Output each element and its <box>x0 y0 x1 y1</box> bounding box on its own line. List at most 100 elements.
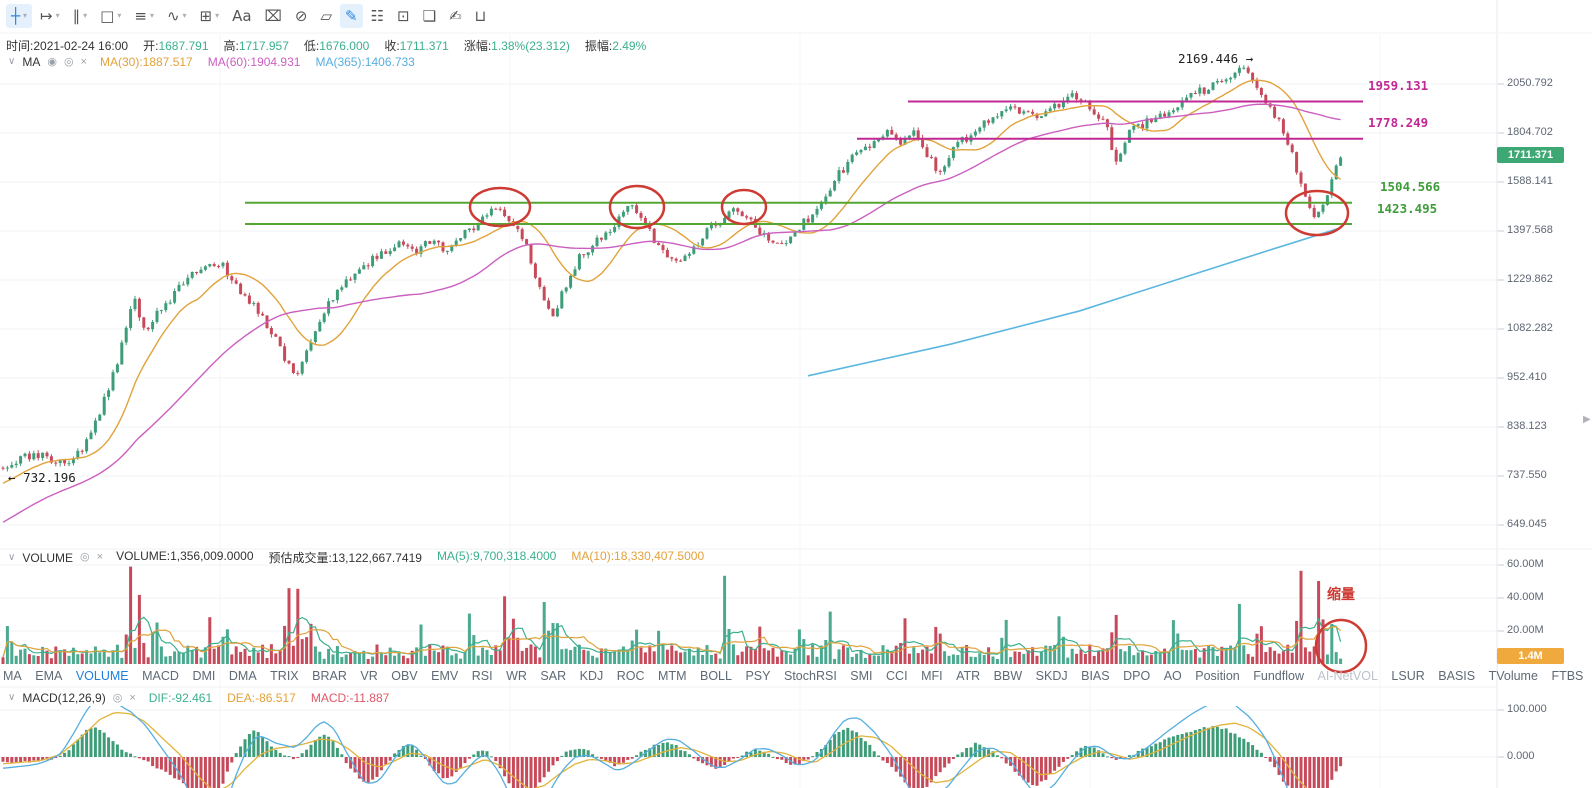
shapes-brush-icon[interactable]: ⊘ <box>294 6 308 25</box>
volume-pane <box>1 566 1343 664</box>
tab-TRIX[interactable]: TRIX <box>270 669 299 683</box>
tab-Position[interactable]: Position <box>1195 669 1240 683</box>
shrink-volume-annotation: 缩量 <box>1327 586 1355 602</box>
tab-PSY[interactable]: PSY <box>745 669 771 683</box>
info-time: 时间:2021-02-24 16:00 <box>6 39 129 53</box>
tab-Fundflow[interactable]: Fundflow <box>1253 669 1304 683</box>
gear-icon[interactable]: ◎ <box>112 691 123 704</box>
bookmark-icon[interactable]: ❏ <box>422 6 437 25</box>
ruler-icon[interactable]: ▱ <box>320 6 333 25</box>
info-low: 低:1676.000 <box>303 39 370 53</box>
tab-RSI[interactable]: RSI <box>471 669 493 683</box>
info-amplitude: 振幅:2.49% <box>584 39 647 53</box>
tab-WR[interactable]: WR <box>506 669 527 683</box>
gear-icon[interactable]: ◎ <box>63 55 74 68</box>
chevron-down-icon[interactable]: ∨ <box>8 551 16 563</box>
eye-icon[interactable]: ◉ <box>47 55 57 68</box>
level-lines <box>245 100 1363 225</box>
arrow-left-icon: ← <box>8 470 16 485</box>
tab-AI-NetVOL[interactable]: AI-NetVOL <box>1317 669 1378 683</box>
ma-indicator-row: ∨ MA ◉ ◎ × MA(30):1887.517 MA(60):1904.93… <box>8 55 415 69</box>
axis-label: 1588.141 <box>1507 175 1553 187</box>
macd-values: DIF:-92.461 DEA:-86.517 MACD:-11.887 <box>149 691 390 705</box>
tab-ROC[interactable]: ROC <box>616 669 645 683</box>
parallel-channel-icon[interactable]: ∥ ▾ <box>72 6 88 25</box>
lock-icon[interactable]: ⊡ <box>397 6 410 25</box>
tab-SMI[interactable]: SMI <box>850 669 873 683</box>
segment-line-icon[interactable]: ↦ ▾ <box>40 6 60 25</box>
toolbar: ┼ ▾ ↦ ▾ ∥ ▾ □ ▾ ≡ ▾ ∿ ▾ ⊞ ▾ Aa ⌧ ⊘ ▱ ✎ ☷ ⊡ ❏ ✍ ⊔ <box>0 0 491 32</box>
tab-StochRSI[interactable]: StochRSI <box>783 669 837 683</box>
axis-label: 952.410 <box>1507 371 1547 383</box>
chevron-down-icon[interactable]: ∨ <box>8 692 16 703</box>
pencil-draw-icon[interactable]: ✎ <box>340 4 363 28</box>
indicator-value: 预估成交量:13,122,667.7419 <box>268 551 422 565</box>
last-volume-badge: 1.4M <box>1497 648 1564 664</box>
magic-eraser-icon[interactable]: ⌧ <box>264 6 282 25</box>
tab-MA[interactable]: MA <box>3 669 22 683</box>
axis-label: 0.000 <box>1507 750 1535 762</box>
arrow-right-icon: → <box>1245 51 1254 66</box>
close-icon[interactable]: × <box>80 55 87 68</box>
horizontal-lines-icon[interactable]: ≡ ▾ <box>134 6 154 25</box>
tab-OBV[interactable]: OBV <box>391 669 418 683</box>
tab-LSUR[interactable]: LSUR <box>1391 669 1425 683</box>
text-tool-icon[interactable]: Aa <box>232 6 252 25</box>
tab-MFI[interactable]: MFI <box>921 669 943 683</box>
tab-BIAS[interactable]: BIAS <box>1081 669 1110 683</box>
support-level-label: 1423.495 <box>1377 201 1438 216</box>
tab-BASIS[interactable]: BASIS <box>1438 669 1476 683</box>
tab-BBW[interactable]: BBW <box>993 669 1023 683</box>
tab-MTM[interactable]: MTM <box>658 669 687 683</box>
tab-SKDJ[interactable]: SKDJ <box>1035 669 1068 683</box>
tab-VR[interactable]: VR <box>360 669 378 683</box>
indicator-value: MA(5):9,700,318.4000 <box>436 549 557 563</box>
ma-values: MA(30):1887.517 MA(60):1904.931 MA(365):14… <box>100 55 415 69</box>
tab-ATR[interactable]: ATR <box>956 669 981 683</box>
axis-label: 737.550 <box>1507 469 1547 481</box>
tab-DMI[interactable]: DMI <box>192 669 216 683</box>
indicator-value: DIF:-92.461 <box>148 691 213 705</box>
tab-AO[interactable]: AO <box>1163 669 1182 683</box>
axis-label: 649.045 <box>1507 518 1547 530</box>
tab-BOLL[interactable]: BOLL <box>700 669 732 683</box>
indicator-value: MA(365):1406.733 <box>315 55 415 69</box>
tab-CCI[interactable]: CCI <box>886 669 908 683</box>
indicator-value: MA(60):1904.931 <box>207 55 301 69</box>
crosshair-icon[interactable]: ┼ ▾ <box>6 4 33 28</box>
close-icon[interactable]: × <box>96 551 104 563</box>
rectangle-icon[interactable]: □ ▾ <box>100 6 122 25</box>
axis-label: 60.00M <box>1507 558 1544 570</box>
gann-grid-icon[interactable]: ⊞ ▾ <box>199 6 220 25</box>
panel-expand-arrow-icon[interactable]: ▶ <box>1583 414 1591 425</box>
indicator-name-macd: MACD(12,26,9) <box>22 691 106 705</box>
indicator-value: DEA:-86.517 <box>227 691 296 705</box>
note-edit-icon[interactable]: ✍ <box>449 6 462 25</box>
tab-DMA[interactable]: DMA <box>228 669 257 683</box>
close-icon[interactable]: × <box>129 691 136 704</box>
tab-BRAR[interactable]: BRAR <box>312 669 347 683</box>
tab-EMV[interactable]: EMV <box>431 669 459 683</box>
volume-indicator-row: ∨ VOLUME ◎ × VOLUME:1,356,009.0000 预估成交量:… <box>8 549 704 566</box>
trash-icon[interactable]: ⊔ <box>474 6 487 25</box>
wave-icon[interactable]: ∿ ▾ <box>166 6 187 25</box>
chevron-down-icon[interactable]: ∨ <box>8 56 16 67</box>
gear-icon[interactable]: ◎ <box>80 551 90 563</box>
info-open: 开:1687.791 <box>143 39 209 53</box>
tab-EMA[interactable]: EMA <box>35 669 63 683</box>
style-sliders-icon[interactable]: ☷ <box>370 6 385 25</box>
tab-FTBS[interactable]: FTBS <box>1551 669 1584 683</box>
tab-KDJ[interactable]: KDJ <box>579 669 604 683</box>
candlestick-pane <box>1 65 1343 523</box>
tab-TVolume[interactable]: TVolume <box>1488 669 1538 683</box>
tab-SAR[interactable]: SAR <box>540 669 567 683</box>
tab-DPO[interactable]: DPO <box>1123 669 1151 683</box>
drawn-annotations <box>468 184 1368 674</box>
info-change: 涨幅:1.38%(23.312) <box>463 39 570 53</box>
low-price-callout: ← 732.196 <box>8 470 76 485</box>
indicator-name-ma: MA <box>22 55 41 69</box>
tab-VOLUME[interactable]: VOLUME <box>75 669 129 683</box>
indicator-value: MACD:-11.887 <box>310 691 390 705</box>
tab-MACD[interactable]: MACD <box>142 669 179 683</box>
